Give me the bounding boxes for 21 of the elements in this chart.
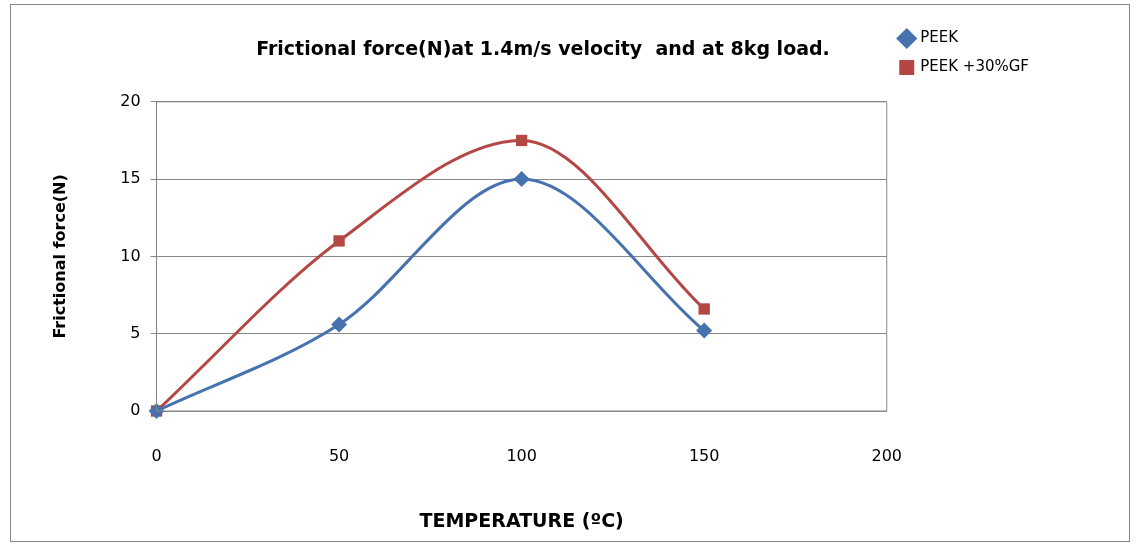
- point: [698, 303, 710, 315]
- x-tick-label: 100: [506, 445, 537, 465]
- point: [515, 134, 528, 147]
- legend-label: PEEK +30%GF: [920, 57, 1029, 76]
- point: [331, 316, 348, 333]
- y-tick-label: 0: [130, 400, 141, 420]
- y-axis-title: Frictional force(N): [49, 174, 69, 339]
- legend-label: PEEK: [920, 28, 960, 47]
- point: [513, 171, 530, 188]
- y-tick-label: 15: [120, 168, 141, 188]
- x-tick-label: 200: [871, 445, 903, 465]
- y-tick-label: 10: [120, 245, 141, 265]
- x-tick-label: 0: [151, 445, 162, 465]
- y-tick-label: 20: [120, 90, 141, 110]
- x-tick-label: 50: [328, 445, 350, 465]
- x-axis-title: TEMPERATURE (ºC): [419, 508, 624, 531]
- chart-title: Frictional force(N)at 1.4m/s velocity and at 8kg load.: [256, 37, 830, 60]
- point: [696, 322, 713, 339]
- point: [333, 235, 345, 247]
- x-tick-label: 150: [688, 445, 720, 465]
- y-tick-label: 5: [130, 322, 141, 342]
